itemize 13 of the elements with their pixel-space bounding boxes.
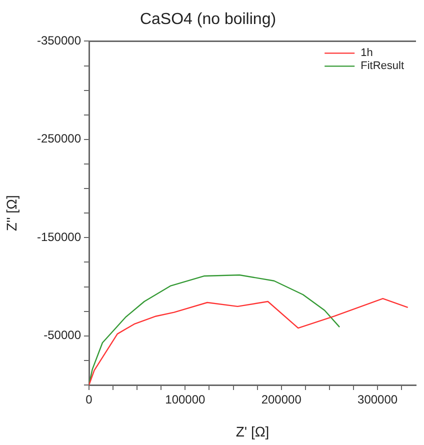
y-tick-label: -350000 [36,34,82,48]
x-tick-label: 200000 [261,392,302,407]
x-tick-label: 300000 [358,392,398,407]
legend-label: FitResult [360,60,404,72]
x-axis-title: Z' [Ω] [236,423,270,440]
y-tick-label: -50000 [44,328,82,342]
legend-label: 1h [360,47,373,60]
y-tick-label: -250000 [36,132,82,146]
x-tick-label: 0 [86,392,93,407]
x-tick-label: 100000 [165,392,206,407]
chart-title: CaSO4 (no boiling) [140,11,276,28]
y-tick-label: -150000 [36,230,82,244]
y-axis-title: Z'' [Ω] [3,195,20,232]
